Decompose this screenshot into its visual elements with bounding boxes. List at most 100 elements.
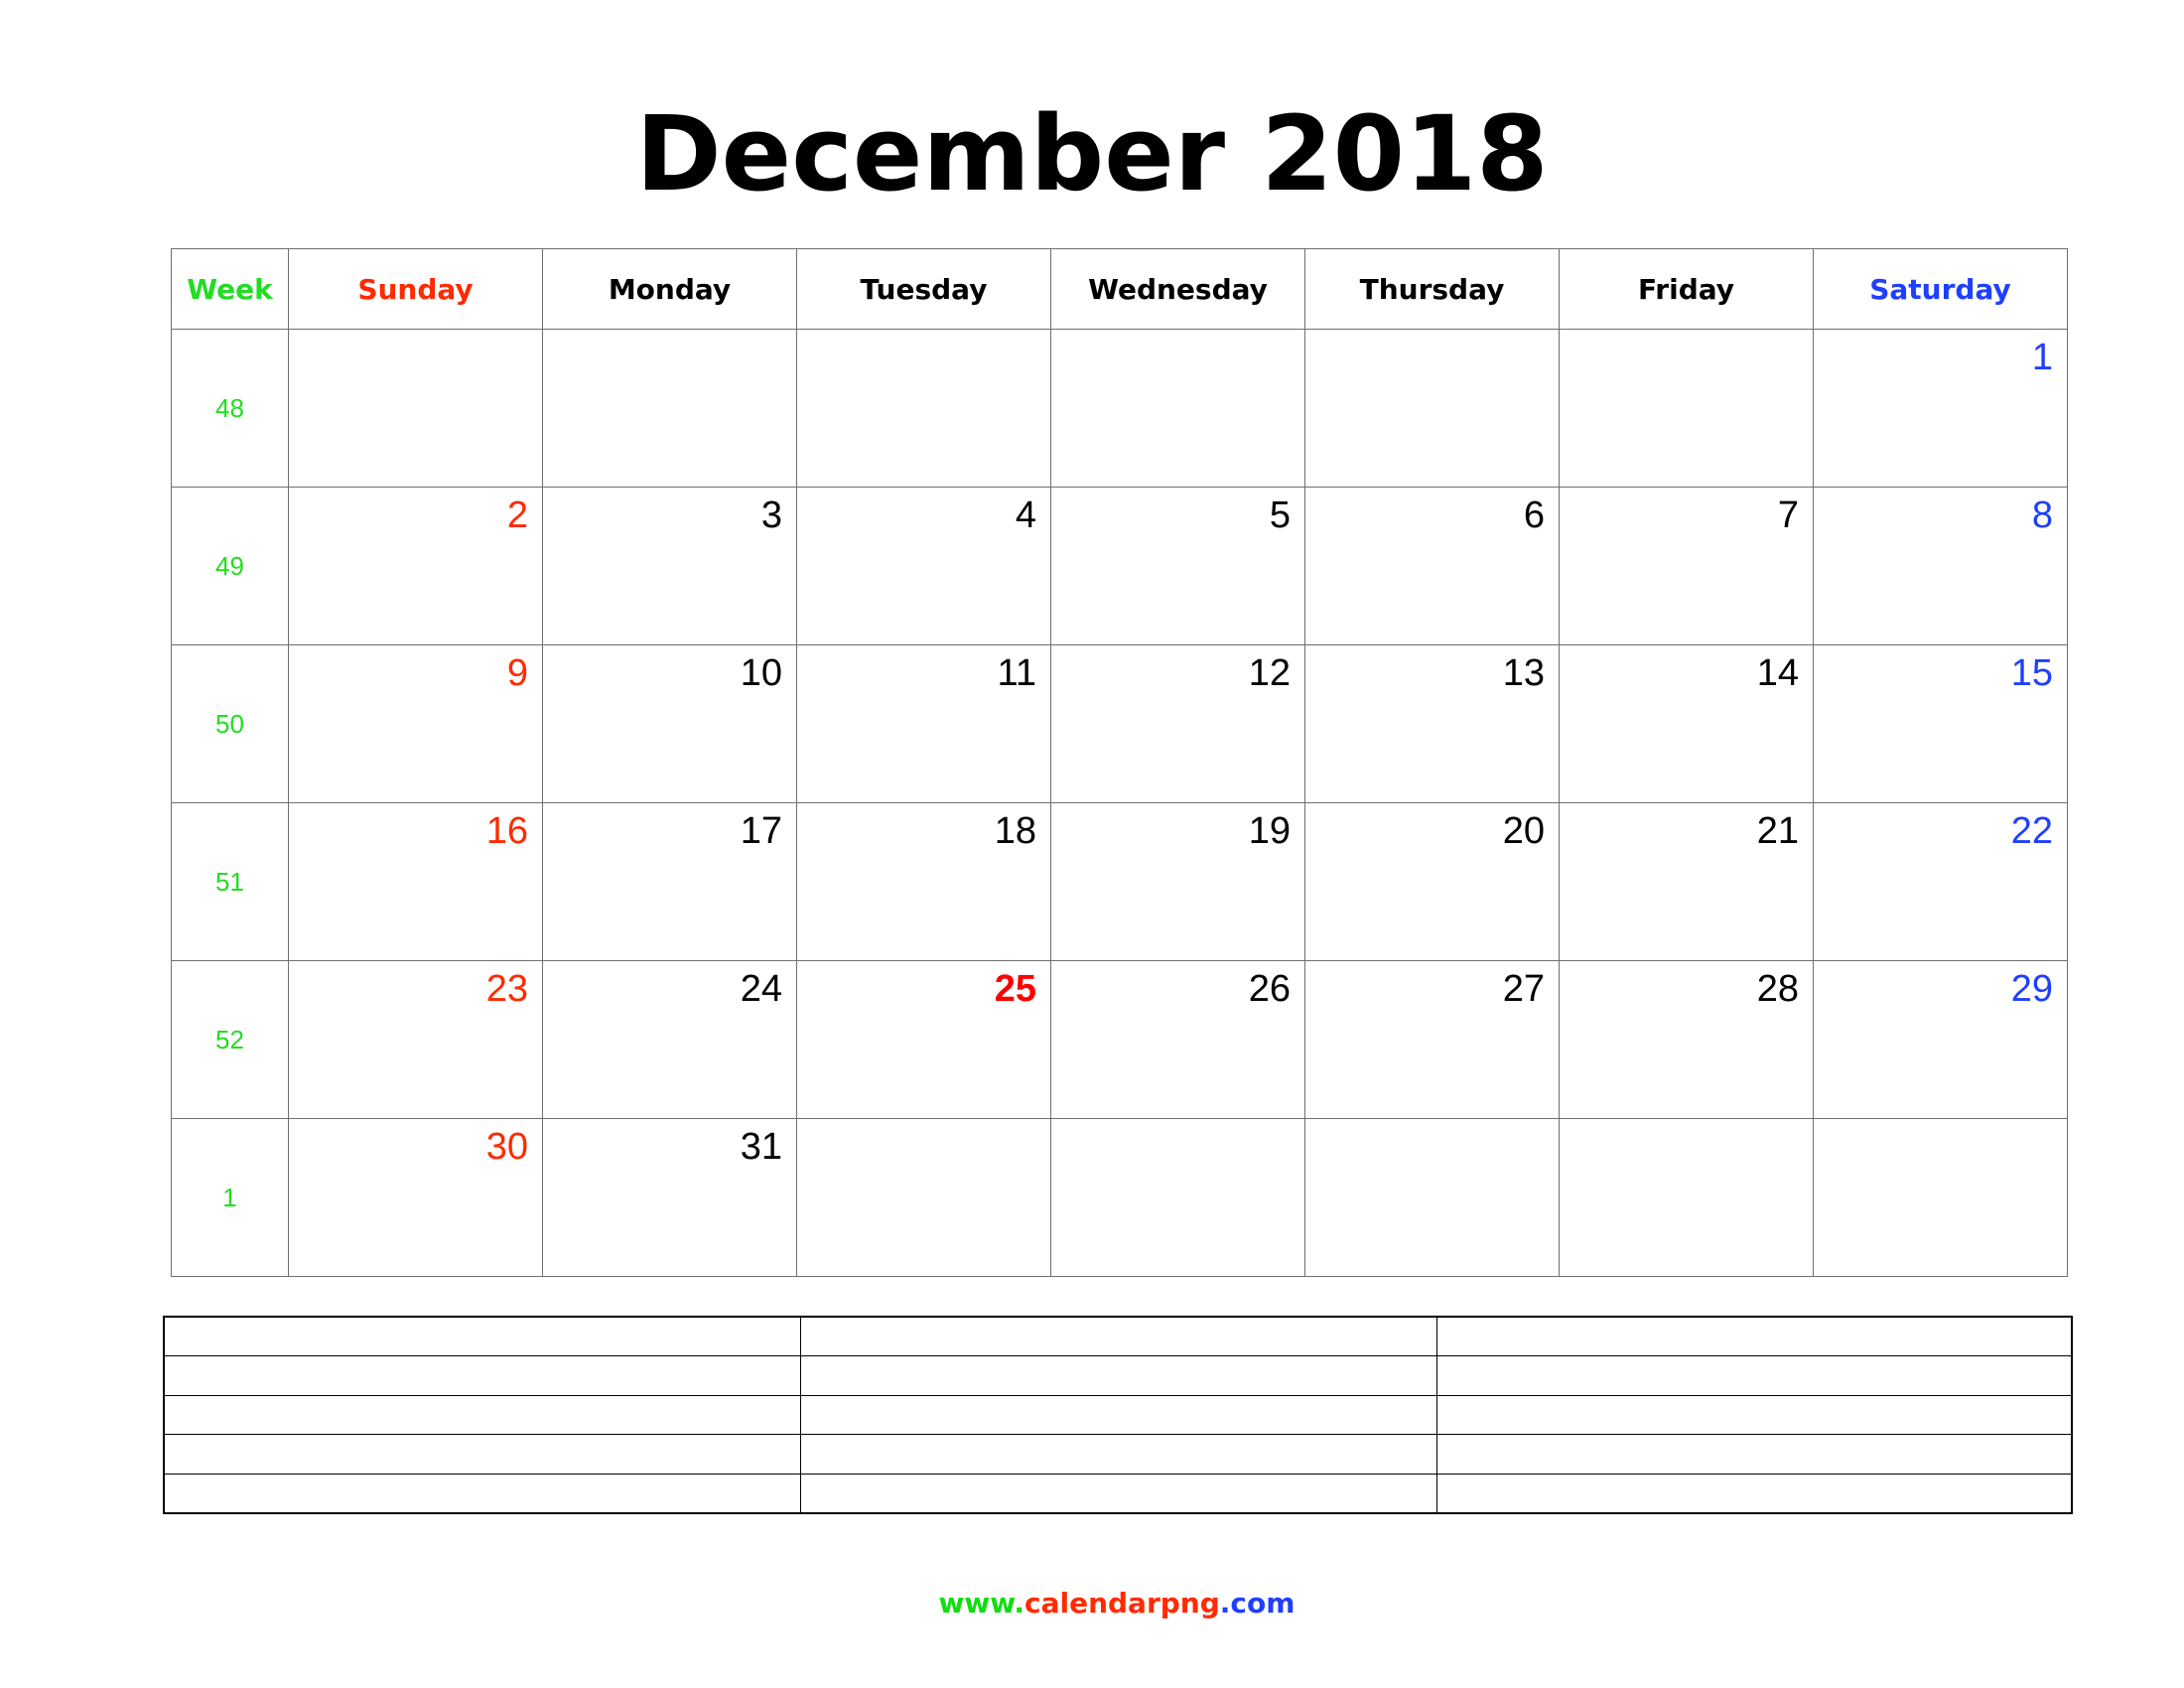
- notes-row: [163, 1434, 2073, 1475]
- notes-line[interactable]: [1435, 1355, 2073, 1396]
- day-number: 23: [485, 968, 528, 1010]
- day-cell[interactable]: [1813, 1118, 2068, 1277]
- notes-line[interactable]: [163, 1355, 801, 1396]
- week-number-cell: 48: [171, 329, 289, 488]
- notes-row: [163, 1473, 2073, 1513]
- notes-line[interactable]: [163, 1473, 801, 1513]
- day-cell[interactable]: 26: [1050, 960, 1305, 1119]
- day-cell[interactable]: 4: [796, 487, 1051, 645]
- day-cell[interactable]: 9: [288, 644, 543, 803]
- day-cell[interactable]: 15: [1813, 644, 2068, 803]
- day-number: 7: [1777, 494, 1799, 536]
- notes-line[interactable]: [799, 1434, 1437, 1475]
- day-number: 5: [1269, 494, 1291, 536]
- day-cell[interactable]: 14: [1559, 644, 1814, 803]
- day-cell[interactable]: 20: [1304, 802, 1560, 961]
- header-friday: Friday: [1559, 248, 1814, 330]
- notes-line[interactable]: [799, 1355, 1437, 1396]
- week-number: 52: [215, 1024, 244, 1055]
- day-cell[interactable]: [1559, 329, 1814, 488]
- notes-line[interactable]: [799, 1473, 1437, 1513]
- day-number: 1: [2031, 337, 2053, 378]
- day-cell[interactable]: [542, 329, 797, 488]
- day-cell[interactable]: [1050, 1118, 1305, 1277]
- footer-domain: calendarpng: [1024, 1587, 1220, 1619]
- week-number-cell: 1: [171, 1118, 289, 1277]
- day-cell[interactable]: 19: [1050, 802, 1305, 961]
- day-cell[interactable]: 17: [542, 802, 797, 961]
- week-number-cell: 52: [171, 960, 289, 1119]
- notes-row: [163, 1394, 2073, 1435]
- day-cell[interactable]: 12: [1050, 644, 1305, 803]
- notes-line[interactable]: [163, 1434, 801, 1475]
- day-cell[interactable]: 21: [1559, 802, 1814, 961]
- day-cell[interactable]: 16: [288, 802, 543, 961]
- day-cell[interactable]: [796, 1118, 1051, 1277]
- day-cell[interactable]: 23: [288, 960, 543, 1119]
- day-number: 29: [2010, 968, 2053, 1010]
- header-saturday: Saturday: [1813, 248, 2068, 330]
- day-cell[interactable]: 31: [542, 1118, 797, 1277]
- day-number: 17: [740, 810, 782, 852]
- week-row: 48 1: [171, 329, 2068, 488]
- weekday-header-row: Week Sunday Monday Tuesday Wednesday Thu…: [171, 248, 2068, 330]
- day-cell[interactable]: [1050, 329, 1305, 488]
- day-cell[interactable]: 28: [1559, 960, 1814, 1119]
- day-cell[interactable]: 6: [1304, 487, 1560, 645]
- holiday-day-number: 25: [994, 968, 1036, 1010]
- day-cell[interactable]: 18: [796, 802, 1051, 961]
- calendar-title: December 2018: [635, 93, 1549, 214]
- header-wednesday: Wednesday: [1050, 248, 1305, 330]
- notes-line[interactable]: [163, 1316, 801, 1356]
- day-cell[interactable]: 24: [542, 960, 797, 1119]
- footer-prefix: www.: [938, 1587, 1024, 1619]
- day-cell[interactable]: 7: [1559, 487, 1814, 645]
- day-cell[interactable]: 22: [1813, 802, 2068, 961]
- week-row: 51 16 17 18 19 20 21 22: [171, 802, 2068, 961]
- week-row: 1 30 31: [171, 1118, 2068, 1277]
- day-cell[interactable]: 2: [288, 487, 543, 645]
- day-cell[interactable]: 13: [1304, 644, 1560, 803]
- day-number: 31: [740, 1126, 782, 1168]
- day-number: 21: [1756, 810, 1799, 852]
- notes-line[interactable]: [1435, 1434, 2073, 1475]
- day-number: 3: [760, 494, 782, 536]
- notes-line[interactable]: [163, 1394, 801, 1435]
- day-cell[interactable]: [1559, 1118, 1814, 1277]
- notes-table: [163, 1316, 2073, 1514]
- header-week: Week: [171, 248, 289, 330]
- day-number: 22: [2010, 810, 2053, 852]
- footer-suffix: .com: [1219, 1587, 1296, 1619]
- day-number: 27: [1502, 968, 1545, 1010]
- day-cell[interactable]: 1: [1813, 329, 2068, 488]
- day-number: 24: [740, 968, 782, 1010]
- day-number: 10: [740, 652, 782, 694]
- notes-line[interactable]: [1435, 1473, 2073, 1513]
- day-cell[interactable]: 27: [1304, 960, 1560, 1119]
- day-cell[interactable]: 8: [1813, 487, 2068, 645]
- day-cell[interactable]: [1304, 329, 1560, 488]
- notes-line[interactable]: [1435, 1394, 2073, 1435]
- day-cell[interactable]: 29: [1813, 960, 2068, 1119]
- day-number: 26: [1248, 968, 1291, 1010]
- day-number: 6: [1523, 494, 1545, 536]
- day-cell[interactable]: 25: [796, 960, 1051, 1119]
- day-number: 15: [2010, 652, 2053, 694]
- week-row: 52 23 24 25 26 27 28 29: [171, 960, 2068, 1119]
- notes-line[interactable]: [1435, 1316, 2073, 1356]
- week-number: 49: [215, 550, 244, 581]
- day-cell[interactable]: 11: [796, 644, 1051, 803]
- week-row: 49 2 3 4 5 6 7 8: [171, 487, 2068, 645]
- day-number: 11: [997, 652, 1036, 694]
- day-cell[interactable]: 30: [288, 1118, 543, 1277]
- day-cell[interactable]: 5: [1050, 487, 1305, 645]
- day-cell[interactable]: 10: [542, 644, 797, 803]
- notes-line[interactable]: [799, 1316, 1437, 1356]
- day-number: 16: [485, 810, 528, 852]
- day-cell[interactable]: [796, 329, 1051, 488]
- header-sunday: Sunday: [288, 248, 543, 330]
- day-cell[interactable]: 3: [542, 487, 797, 645]
- day-cell[interactable]: [1304, 1118, 1560, 1277]
- notes-line[interactable]: [799, 1394, 1437, 1435]
- day-cell[interactable]: [288, 329, 543, 488]
